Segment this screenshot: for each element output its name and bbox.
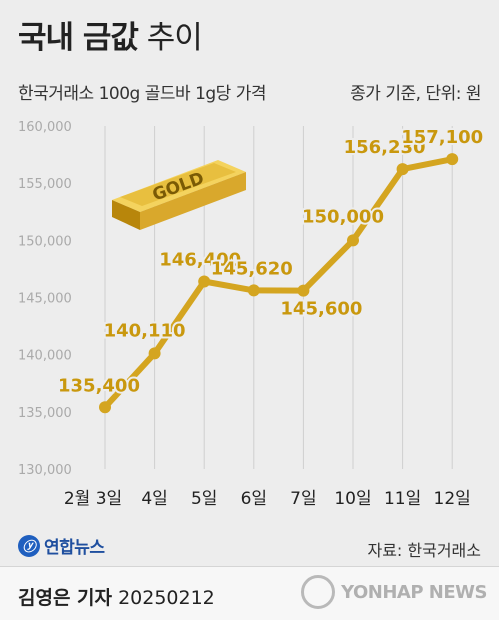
data-label: 156,230 bbox=[344, 137, 426, 158]
watermark-text: YONHAP NEWS bbox=[341, 581, 487, 603]
y-tick-label: 145,000 bbox=[18, 292, 72, 307]
x-axis-labels: 2월 3일 4일 5일 6일 7일 10일 11일 12일 bbox=[64, 489, 471, 509]
data-label: 146,400 bbox=[159, 249, 241, 270]
chart-subtitle: 한국거래소 100g 골드바 1g당 가격 bbox=[18, 84, 267, 104]
data-label: 145,620 bbox=[211, 258, 293, 279]
data-point bbox=[297, 284, 310, 297]
x-tick-label: 7일 bbox=[290, 489, 316, 509]
x-tick-label: 10일 bbox=[334, 489, 371, 509]
x-tick-label: 4일 bbox=[141, 489, 167, 509]
yonhap-logo: ⓨ 연합뉴스 bbox=[18, 533, 105, 558]
reporter-name: 김영은 기자 bbox=[18, 587, 113, 609]
data-label: 145,600 bbox=[280, 299, 362, 320]
unit-note: 종가 기준, 단위: 원 bbox=[350, 84, 481, 104]
x-tick-label: 11일 bbox=[384, 489, 421, 509]
footer-bar: 김영은 기자 20250212 YONHAP NEWS bbox=[0, 566, 499, 620]
data-point bbox=[198, 275, 211, 288]
publish-date: 20250212 bbox=[118, 587, 215, 609]
x-tick-label: 5일 bbox=[191, 489, 217, 509]
data-point bbox=[396, 163, 409, 176]
x-tick-label: 6일 bbox=[241, 489, 267, 509]
title-light: 추이 bbox=[146, 20, 203, 56]
data-point bbox=[247, 284, 260, 297]
x-tick-label: 12일 bbox=[434, 489, 471, 509]
yonhap-logo-icon: ⓨ bbox=[18, 534, 40, 557]
data-point bbox=[148, 347, 161, 360]
y-tick-label: 140,000 bbox=[18, 349, 72, 364]
data-label: 157,100 bbox=[401, 127, 483, 148]
y-tick-label: 130,000 bbox=[18, 463, 72, 478]
y-axis-ticks: 130,000 135,000 140,000 145,000 150,000 155,0… bbox=[18, 120, 72, 478]
data-point bbox=[347, 234, 359, 247]
title-bold: 국내 금값 bbox=[18, 20, 139, 56]
y-tick-label: 135,000 bbox=[18, 406, 72, 421]
data-label: 140,110 bbox=[104, 320, 186, 341]
data-points bbox=[99, 153, 459, 414]
gold-bar-illustration: GOLD bbox=[112, 160, 246, 230]
source-note: 자료: 한국거래소 bbox=[367, 541, 481, 560]
byline: 김영은 기자 20250212 bbox=[18, 583, 215, 610]
y-tick-label: 160,000 bbox=[18, 120, 72, 135]
chart-title: 국내 금값 추이 bbox=[18, 12, 203, 57]
data-label: 135,400 bbox=[58, 375, 140, 396]
data-point bbox=[446, 153, 459, 166]
data-label: 150,000 bbox=[302, 206, 384, 227]
y-tick-label: 155,000 bbox=[18, 177, 72, 192]
y-tick-label: 150,000 bbox=[18, 234, 72, 249]
watermark-circle-icon bbox=[301, 575, 336, 609]
watermark: YONHAP NEWS bbox=[301, 575, 487, 609]
series-line bbox=[102, 156, 456, 411]
logo-text: 연합뉴스 bbox=[44, 538, 105, 558]
x-tick-label: 2월 3일 bbox=[64, 489, 122, 509]
data-point bbox=[99, 401, 111, 414]
